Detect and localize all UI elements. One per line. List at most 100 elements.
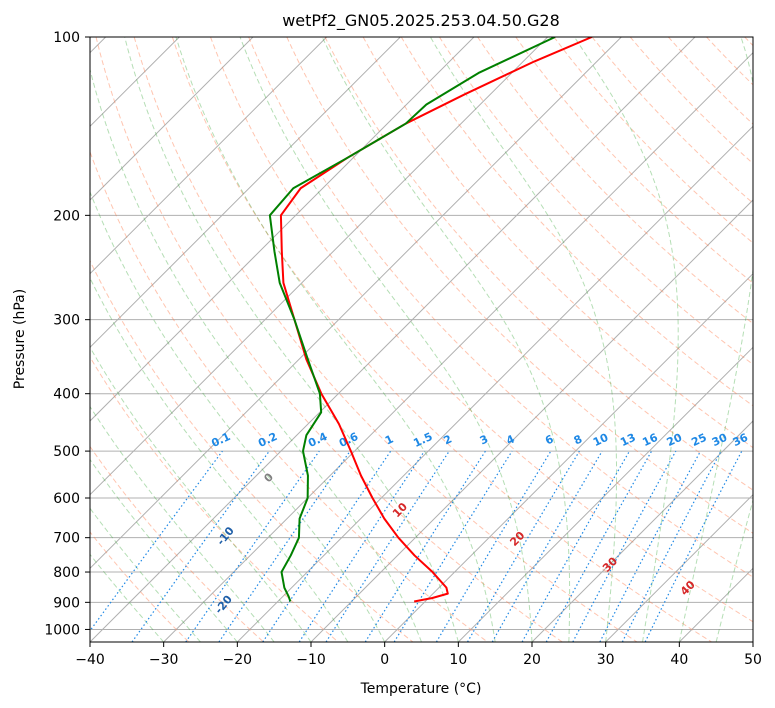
- isotherm-line: [90, 37, 622, 570]
- mixing-ratio-line: [393, 450, 513, 642]
- mixing-ratio-label: 20: [665, 431, 685, 449]
- mixing-ratio-line: [218, 450, 351, 642]
- isotherm-line: [236, 125, 753, 642]
- isotherm-line: [605, 493, 753, 642]
- isotherm-line: [90, 37, 696, 642]
- dry-adiabat-line: [210, 37, 753, 623]
- mixing-ratio-line: [298, 450, 425, 642]
- x-tick-label: 30: [597, 652, 615, 668]
- mixing-ratio-label: 36: [731, 431, 751, 449]
- plot-frame: [89, 36, 754, 643]
- isotherm-line: [531, 420, 753, 642]
- y-tick-label: 200: [53, 208, 80, 224]
- dry-adiabat-line: [400, 37, 753, 407]
- isotherm-line: [163, 51, 753, 642]
- dewpoint-profile: [268, 37, 556, 602]
- moist-adiabat-line: [90, 67, 422, 642]
- x-tick-label: −10: [296, 652, 326, 668]
- x-tick-label: −20: [223, 652, 253, 668]
- mixing-ratio-line: [90, 450, 223, 632]
- moist-adiabat-line: [429, 37, 618, 642]
- moist-adiabat-line: [90, 458, 238, 642]
- pressure-gridlines: [90, 37, 753, 630]
- isotherm-line: [90, 37, 475, 422]
- mixing-ratio-line: [185, 450, 320, 642]
- isotherm-line: [90, 37, 254, 201]
- x-tick-label: 0: [380, 652, 389, 668]
- y-tick-label: 1000: [44, 622, 80, 638]
- isotherm-line: [90, 37, 401, 349]
- dry-adiabat-line: [248, 37, 753, 578]
- mixing-ratio-line: [521, 450, 631, 642]
- dry-adiabat-line: [95, 37, 563, 642]
- x-tick-label: 10: [449, 652, 467, 668]
- moist-adiabat-line: [90, 276, 349, 642]
- moist-adiabat-line: [239, 37, 533, 642]
- moist-adiabat-line: [90, 190, 386, 642]
- isotherm-line: [457, 346, 753, 642]
- y-tick-label: 800: [53, 565, 80, 581]
- y-tick-label: 500: [53, 444, 80, 460]
- mixing-ratio-lines: [90, 450, 743, 642]
- moist-adiabat-line: [321, 37, 571, 642]
- mixing-ratio-label: 16: [640, 431, 660, 449]
- moist-adiabat-line: [124, 37, 459, 642]
- mixing-ratio-label: 25: [689, 431, 708, 449]
- isotherm-line: [90, 37, 549, 496]
- moist-adiabat-line: [574, 37, 679, 642]
- y-tick-label: 600: [53, 491, 80, 507]
- dry-adiabat-line: [439, 37, 753, 366]
- y-tick-label: 100: [53, 30, 80, 46]
- dry-adiabat-line: [171, 37, 712, 642]
- dry-adiabat-line: [133, 37, 638, 642]
- isotherm-line: [90, 37, 328, 275]
- moist-adiabat-line: [678, 37, 753, 642]
- dry-adiabat-line: [362, 37, 753, 449]
- dry-adiabat-line: [90, 531, 190, 642]
- mixing-ratio-line: [545, 450, 653, 642]
- moist-adiabat-line: [90, 553, 165, 642]
- moist-adiabat-line: [715, 498, 753, 642]
- y-tick-label: 900: [53, 595, 80, 611]
- dry-adiabat-line: [90, 259, 414, 642]
- dry-adiabat-line: [477, 37, 753, 325]
- x-axis: −40 −30 −20 −10 0 10 20 30 40 50: [75, 642, 762, 668]
- moist-adiabat-line: [90, 507, 201, 642]
- x-tick-label: 50: [744, 652, 762, 668]
- x-axis-title: Temperature (°C): [360, 681, 482, 697]
- plot-area: 0.1 0.2 0.4 0.6 1 1.5 2 3 4 6 8 10 13 16 20 25 30 36-20-1…: [90, 37, 753, 642]
- y-axis-title: Pressure (hPa): [12, 289, 28, 389]
- dry-adiabat-line: [286, 37, 753, 534]
- dry-adiabats: [90, 37, 753, 642]
- skewed-isotherms: [90, 37, 753, 642]
- mixing-ratio-line: [572, 450, 677, 642]
- y-tick-label: 300: [53, 313, 80, 329]
- mixing-ratio-label: 10: [591, 431, 611, 449]
- mixing-ratio-line: [325, 450, 450, 642]
- y-tick-label: 700: [53, 531, 80, 547]
- moist-adiabat-line: [90, 346, 312, 642]
- dry-adiabat-line: [90, 445, 264, 642]
- dry-adiabat-line: [515, 37, 753, 284]
- moist-adiabats: [90, 37, 753, 642]
- mixing-ratio-line: [644, 450, 743, 642]
- mixing-ratio-label: 13: [618, 431, 637, 449]
- isotherm-line: [310, 199, 753, 642]
- x-tick-label: −40: [75, 652, 105, 668]
- moist-adiabat-line: [90, 405, 275, 642]
- y-tick-label: 400: [53, 387, 80, 403]
- isotherm-line: [384, 272, 753, 642]
- x-tick-label: 40: [670, 652, 688, 668]
- profiles: [268, 37, 593, 603]
- mixing-ratio-line: [131, 450, 270, 642]
- moist-adiabat-line: [175, 37, 496, 642]
- y-axis: 100 200 300 400 500 600 700 800 900 1000: [44, 30, 90, 638]
- x-tick-label: 20: [523, 652, 541, 668]
- x-tick-label: −30: [149, 652, 179, 668]
- mixing-ratio-line: [262, 450, 392, 642]
- mixing-ratio-label: 30: [710, 431, 730, 449]
- chart-title: wetPf2_GN05.2025.253.04.50.G28: [282, 11, 560, 31]
- dry-adiabat-line: [324, 37, 753, 491]
